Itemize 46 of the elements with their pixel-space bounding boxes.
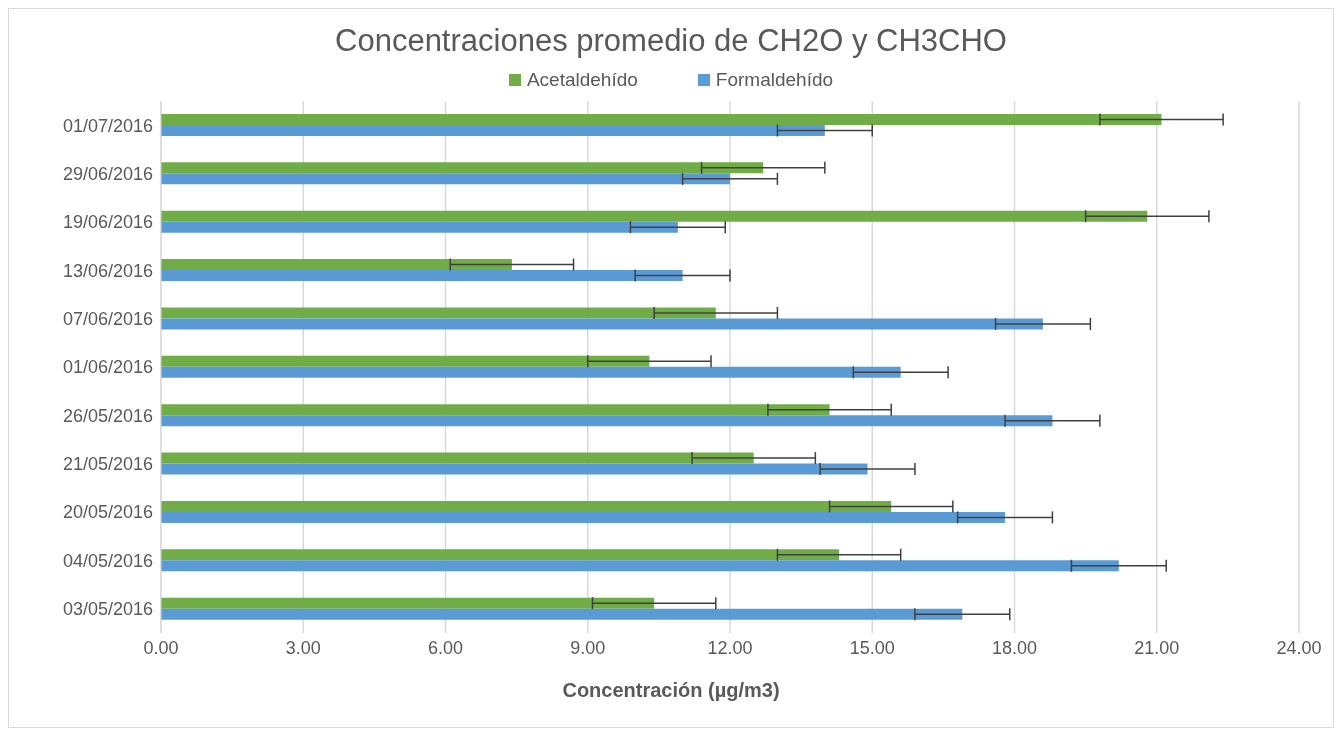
bar: [161, 125, 825, 136]
chart-title: Concentraciones promedio de CH2O y CH3CHO: [334, 23, 1008, 60]
x-tick-label: 24.00: [1276, 637, 1322, 658]
bar: [161, 452, 754, 464]
bar: [161, 259, 512, 271]
y-tick-label: 20/05/2016: [62, 502, 153, 523]
bar: [161, 210, 1148, 222]
bar: [161, 463, 868, 475]
x-tick-label: 6.00: [427, 637, 464, 658]
bar: [161, 318, 1043, 330]
bar: [161, 114, 1162, 125]
legend-label: Formaldehído: [715, 69, 834, 91]
y-tick-label: 04/05/2016: [62, 550, 153, 571]
x-tick-label: 3.00: [285, 637, 321, 658]
bar: [161, 560, 1119, 572]
legend-label: Acetaldehído: [526, 69, 638, 91]
bar: [161, 221, 678, 233]
bar: [161, 366, 901, 378]
bar: [161, 597, 655, 609]
bar: [161, 270, 683, 282]
y-tick-label: 01/07/2016: [62, 115, 153, 136]
bar: [161, 511, 1006, 523]
x-tick-label: 21.00: [1134, 637, 1180, 658]
bar: [161, 307, 716, 319]
y-tick-label: 13/06/2016: [62, 260, 153, 281]
y-tick-label: 07/06/2016: [62, 309, 153, 330]
bar: [161, 549, 840, 561]
bar: [161, 404, 830, 416]
x-tick-label: 12.00: [707, 637, 753, 658]
x-tick-label: 9.00: [570, 637, 606, 658]
x-tick-label: 15.00: [849, 637, 895, 658]
y-tick-label: 01/06/2016: [62, 357, 153, 378]
bar: [161, 173, 730, 185]
y-tick-label: 21/05/2016: [62, 454, 153, 475]
y-tick-label: 19/06/2016: [62, 212, 153, 233]
y-tick-label: 26/05/2016: [62, 405, 153, 426]
y-tick-label: 29/06/2016: [62, 163, 153, 184]
bar: [161, 500, 892, 512]
x-tick-label: 0.00: [143, 637, 179, 658]
bar: [161, 162, 764, 174]
bar: [161, 355, 650, 367]
x-axis-title: Concentración (µg/m3): [561, 679, 781, 702]
bar: [161, 415, 1053, 427]
bar: [161, 608, 963, 620]
x-tick-label: 18.00: [991, 637, 1038, 658]
y-tick-label: 03/05/2016: [62, 599, 153, 620]
